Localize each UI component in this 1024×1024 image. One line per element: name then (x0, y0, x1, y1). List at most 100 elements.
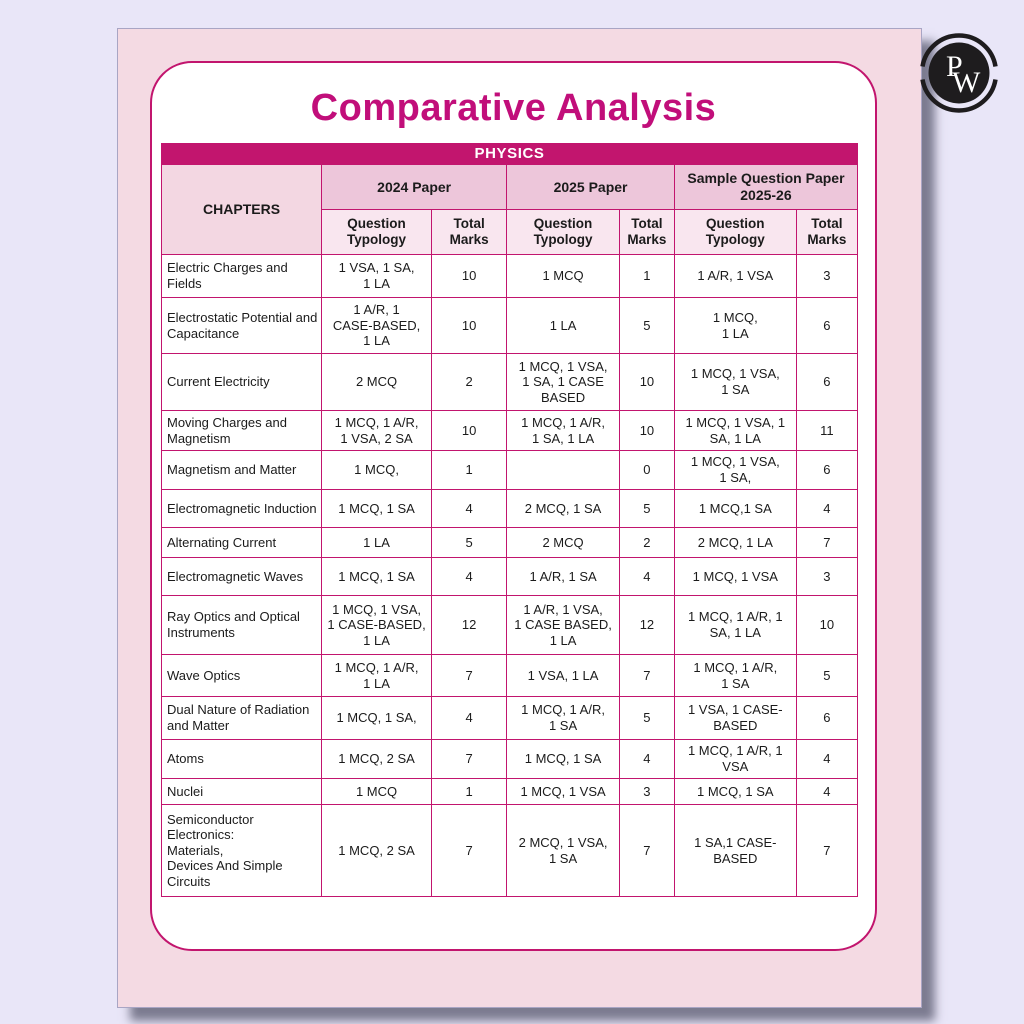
col-group-2025-paper: 2025 Paper (506, 164, 675, 210)
table-row: Nuclei 1 MCQ 1 1 MCQ, 1 VSA 3 1 MCQ, 1 SA 4 (160, 778, 859, 805)
total-marks-cell: 3 (795, 254, 859, 298)
question-typology-cell: 1 MCQ (506, 254, 620, 298)
question-typology-cell: 1 LA (506, 297, 620, 354)
table-row: Current Electricity 2 MCQ 2 1 MCQ, 1 VSA, 1… (160, 353, 859, 411)
total-marks-cell: 4 (618, 557, 675, 596)
question-typology-cell (506, 450, 620, 490)
question-typology-cell: 1 MCQ, 2 SA (321, 804, 433, 897)
question-typology-cell: 2 MCQ, 1 SA (506, 489, 620, 528)
total-marks-cell: 11 (795, 410, 859, 451)
total-marks-cell: 7 (431, 739, 508, 779)
question-typology-cell: 1 MCQ, 1 VSA, 1 CASE-BASED, 1 LA (321, 595, 433, 655)
total-marks-cell: 7 (431, 804, 508, 897)
col-header-chapters: CHAPTERS (160, 164, 323, 255)
page-title: Comparative Analysis (310, 87, 717, 129)
chapter-cell: Electrostatic Potential and Capacitance (160, 297, 323, 354)
total-marks-cell: 12 (618, 595, 675, 655)
question-typology-cell: 2 MCQ, 1 VSA, 1 SA (506, 804, 620, 897)
question-typology-cell: 1 MCQ, 1 A/R, 1 SA (673, 654, 797, 697)
question-typology-cell: 1 MCQ, 1 SA (321, 489, 433, 528)
logo-ring-bottom-arc (920, 79, 998, 113)
chapter-cell: Electric Charges and Fields (160, 254, 323, 298)
col-header-total-marks-sqp: Total Marks (795, 209, 859, 255)
question-typology-cell: 1 MCQ, 1 VSA, 1 SA, (673, 450, 797, 490)
total-marks-cell: 10 (618, 410, 675, 451)
total-marks-cell: 1 (431, 450, 508, 490)
col-header-question-typology-2024: Question Typology (321, 209, 433, 255)
question-typology-cell: 1 A/R, 1 SA (506, 557, 620, 596)
question-typology-cell: 1 MCQ, (321, 450, 433, 490)
total-marks-cell: 4 (431, 557, 508, 596)
chapter-cell: Electromagnetic Waves (160, 557, 323, 596)
question-typology-cell: 1 MCQ, 1 A/R, 1 SA (506, 696, 620, 740)
total-marks-cell: 3 (795, 557, 859, 596)
logo-ring-top-arc (920, 33, 998, 67)
chapter-cell: Electromagnetic Induction (160, 489, 323, 528)
question-typology-cell: 1 MCQ, 1 VSA (506, 778, 620, 805)
question-typology-cell: 1 MCQ, 1 A/R, 1 VSA (673, 739, 797, 779)
col-header-total-marks-2024: Total Marks (431, 209, 508, 255)
poster-card: Comparative Analysis PHYSICS CHAPTERS 20… (117, 28, 922, 1008)
question-typology-cell: 1 MCQ, 1 SA (673, 778, 797, 805)
chapter-cell: Magnetism and Matter (160, 450, 323, 490)
total-marks-cell: 6 (795, 297, 859, 354)
total-marks-cell: 2 (431, 353, 508, 411)
total-marks-cell: 4 (431, 489, 508, 528)
question-typology-cell: 2 MCQ (321, 353, 433, 411)
subject-banner: PHYSICS (161, 143, 858, 165)
total-marks-cell: 10 (618, 353, 675, 411)
total-marks-cell: 4 (795, 489, 859, 528)
total-marks-cell: 5 (618, 489, 675, 528)
total-marks-cell: 4 (795, 778, 859, 805)
logo-letter-p: P (946, 50, 963, 83)
total-marks-cell: 6 (795, 696, 859, 740)
total-marks-cell: 7 (795, 804, 859, 897)
question-typology-cell: 1 MCQ, 1 VSA, 1 SA, 1 CASE BASED (506, 353, 620, 411)
table-row: Electric Charges and Fields 1 VSA, 1 SA, … (160, 254, 859, 298)
total-marks-cell: 7 (618, 804, 675, 897)
question-typology-cell: 1 A/R, 1 VSA, 1 CASE BASED, 1 LA (506, 595, 620, 655)
total-marks-cell: 0 (618, 450, 675, 490)
table-row: Electromagnetic Waves 1 MCQ, 1 SA 4 1 A/R, … (160, 557, 859, 596)
table-row: Wave Optics 1 MCQ, 1 A/R, 1 LA 7 1 VSA, 1 L… (160, 654, 859, 697)
question-typology-cell: 1 MCQ, 1 VSA, 1 SA, 1 LA (673, 410, 797, 451)
chapter-cell: Alternating Current (160, 527, 323, 558)
content-panel: Comparative Analysis PHYSICS CHAPTERS 20… (150, 61, 877, 951)
total-marks-cell: 3 (618, 778, 675, 805)
chapter-cell: Semiconductor Electronics: Materials, De… (160, 804, 323, 897)
col-header-question-typology-sqp: Question Typology (673, 209, 797, 255)
question-typology-cell: 2 MCQ (506, 527, 620, 558)
table-row: Alternating Current 1 LA 5 2 MCQ 2 2 MCQ, 1 L… (160, 527, 859, 558)
col-header-question-typology-2025: Question Typology (506, 209, 620, 255)
total-marks-cell: 6 (795, 353, 859, 411)
question-typology-cell: 1 A/R, 1 CASE-BASED, 1 LA (321, 297, 433, 354)
question-typology-cell: 1 MCQ, 1 A/R, 1 VSA, 2 SA (321, 410, 433, 451)
table-body: Electric Charges and Fields 1 VSA, 1 SA, … (160, 254, 859, 897)
question-typology-cell: 1 VSA, 1 CASE- BASED (673, 696, 797, 740)
question-typology-cell: 1 MCQ, 1 A/R, 1 SA, 1 LA (673, 595, 797, 655)
logo-circle (928, 42, 990, 104)
question-typology-cell: 1 MCQ, 1 A/R, 1 LA (321, 654, 433, 697)
total-marks-cell: 10 (431, 410, 508, 451)
total-marks-cell: 10 (795, 595, 859, 655)
total-marks-cell: 4 (795, 739, 859, 779)
question-typology-cell: 1 MCQ (321, 778, 433, 805)
question-typology-cell: 1 MCQ, 1 VSA (673, 557, 797, 596)
table-row: Electromagnetic Induction 1 MCQ, 1 SA 4 2 M… (160, 489, 859, 528)
total-marks-cell: 1 (431, 778, 508, 805)
chapter-cell: Moving Charges and Magnetism (160, 410, 323, 451)
chapter-cell: Ray Optics and Optical Instruments (160, 595, 323, 655)
col-group-2024-paper: 2024 Paper (321, 164, 508, 210)
total-marks-cell: 4 (431, 696, 508, 740)
chapter-cell: Dual Nature of Radiation and Matter (160, 696, 323, 740)
total-marks-cell: 10 (431, 254, 508, 298)
total-marks-cell: 12 (431, 595, 508, 655)
total-marks-cell: 7 (618, 654, 675, 697)
table-row: Electrostatic Potential and Capacitance 1… (160, 297, 859, 354)
col-group-sample-question-paper: Sample Question Paper 2025-26 (673, 164, 859, 210)
question-typology-cell: 1 MCQ, 1 LA (673, 297, 797, 354)
comparative-analysis-table: PHYSICS CHAPTERS 2024 Paper 2025 Paper S… (160, 143, 859, 897)
total-marks-cell: 7 (431, 654, 508, 697)
question-typology-cell: 1 VSA, 1 LA (506, 654, 620, 697)
chapter-cell: Current Electricity (160, 353, 323, 411)
